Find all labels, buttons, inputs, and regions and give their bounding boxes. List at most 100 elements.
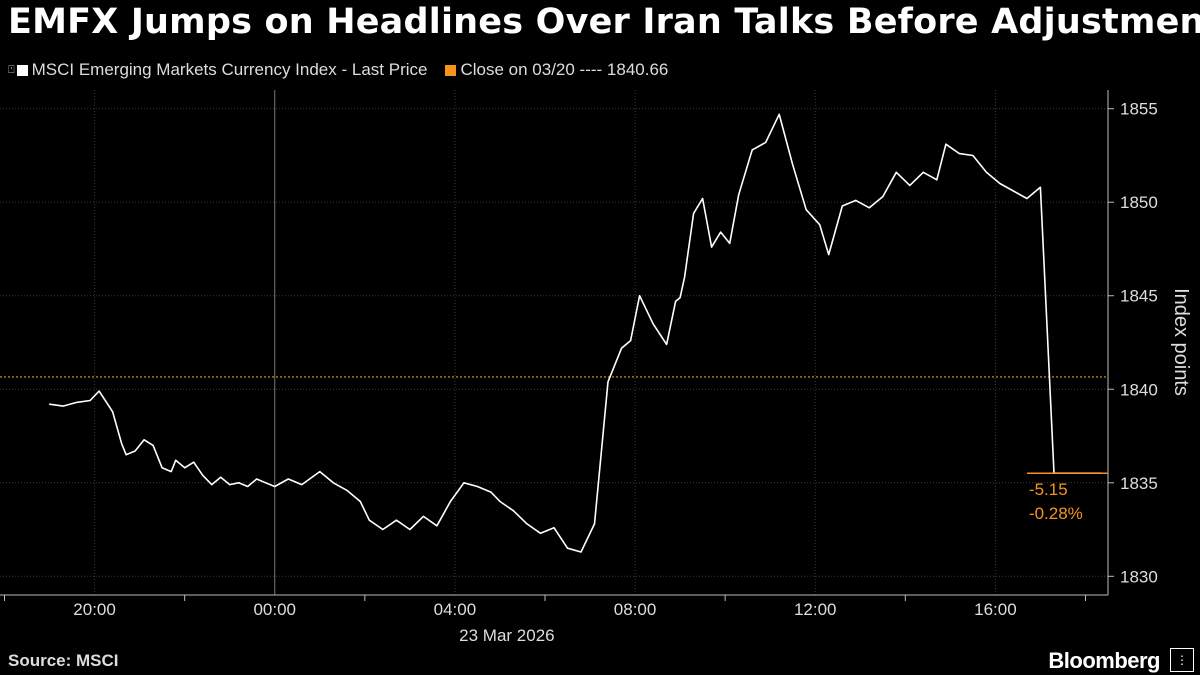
data-point [882, 196, 884, 198]
data-point [265, 482, 267, 484]
data-point [751, 149, 753, 151]
data-point [607, 381, 609, 383]
legend-item-close: Close on 03/20 ---- 1840.66 [445, 60, 668, 80]
data-point [841, 205, 843, 207]
data-point [112, 411, 114, 413]
data-point [868, 207, 870, 209]
data-point [143, 439, 145, 441]
data-point [729, 242, 731, 244]
data-point [125, 454, 127, 456]
data-point [922, 171, 924, 173]
data-point [121, 442, 123, 445]
data-point [539, 532, 542, 534]
chart-title: EMFX Jumps on Headlines Over Iran Talks … [8, 2, 1200, 42]
data-point [220, 476, 222, 478]
data-point [287, 478, 289, 480]
data-point [553, 527, 555, 529]
y-tick-label: 1845 [1120, 287, 1158, 306]
x-tick-label: 12:00 [794, 600, 837, 619]
data-point [985, 171, 987, 173]
data-point [476, 485, 479, 488]
data-point [684, 276, 686, 278]
x-tick-label: 16:00 [974, 600, 1017, 619]
data-point [359, 500, 361, 503]
legend-series-label: MSCI Emerging Markets Currency Index - L… [31, 60, 428, 79]
data-point [855, 199, 857, 201]
data-point [972, 154, 974, 157]
data-point [819, 224, 821, 226]
data-point [170, 470, 172, 473]
y-tick-label: 1840 [1120, 380, 1158, 399]
data-point [936, 179, 938, 181]
data-point [629, 340, 632, 342]
legend: ⍞ MSCI Emerging Markets Currency Index -… [8, 60, 686, 80]
legend-item-series: ⍞ MSCI Emerging Markets Currency Index -… [8, 60, 427, 80]
data-point [909, 184, 911, 186]
data-point [702, 197, 704, 200]
data-point [395, 519, 397, 521]
data-point [711, 246, 713, 248]
data-point [436, 525, 438, 527]
data-point [184, 467, 186, 469]
y-tick-label: 1830 [1120, 567, 1158, 586]
data-point [566, 547, 569, 549]
data-point [675, 300, 677, 302]
data-point [720, 231, 722, 233]
data-point [792, 164, 794, 166]
data-point [62, 405, 64, 407]
legend-swatch-white [16, 64, 28, 76]
data-point [449, 500, 452, 503]
y-tick-label: 1850 [1120, 193, 1158, 212]
data-point [526, 523, 528, 525]
data-point [152, 444, 154, 446]
data-point [1039, 186, 1042, 188]
data-point [765, 141, 767, 143]
data-point [958, 152, 960, 155]
data-point [1026, 197, 1028, 200]
data-point [368, 519, 370, 521]
data-point [409, 528, 411, 531]
data-point [346, 489, 348, 491]
data-point [75, 401, 78, 403]
data-point [382, 528, 384, 531]
data-point [999, 182, 1001, 185]
data-point [463, 482, 465, 484]
bloomberg-logo: Bloomberg [1048, 648, 1160, 673]
data-point [652, 323, 654, 325]
data-point [134, 450, 136, 452]
data-point [175, 459, 177, 461]
data-point [580, 551, 582, 553]
bloomberg-mark-icon: ⋮ [1170, 648, 1194, 672]
change-percent: -0.28% [1029, 504, 1083, 523]
data-point [211, 484, 213, 486]
index-price-line [49, 113, 1102, 553]
data-point [499, 500, 501, 503]
data-point [512, 510, 515, 512]
data-point [693, 212, 695, 215]
data-point [828, 253, 830, 256]
data-point [805, 209, 807, 211]
data-point [778, 113, 780, 115]
flag-icon: ⍞ [8, 63, 15, 76]
data-point [161, 467, 163, 469]
data-point [666, 343, 668, 345]
data-point [193, 461, 195, 463]
data-point [638, 295, 641, 297]
legend-close-label: Close on 03/20 ---- 1840.66 [460, 60, 669, 79]
x-tick-label: 00:00 [253, 600, 296, 619]
data-point [895, 171, 897, 173]
data-point [274, 485, 276, 488]
legend-swatch-orange [445, 64, 457, 76]
y-axis-title: Index points [1170, 288, 1192, 396]
data-point [89, 399, 91, 402]
data-point [1012, 190, 1015, 192]
data-point [490, 491, 492, 493]
data-point [247, 485, 249, 488]
data-point [593, 523, 596, 525]
y-tick-label: 1855 [1120, 100, 1158, 119]
data-point [319, 470, 321, 473]
data-point [238, 482, 240, 484]
data-point [738, 194, 740, 196]
y-tick-label: 1835 [1120, 474, 1158, 493]
